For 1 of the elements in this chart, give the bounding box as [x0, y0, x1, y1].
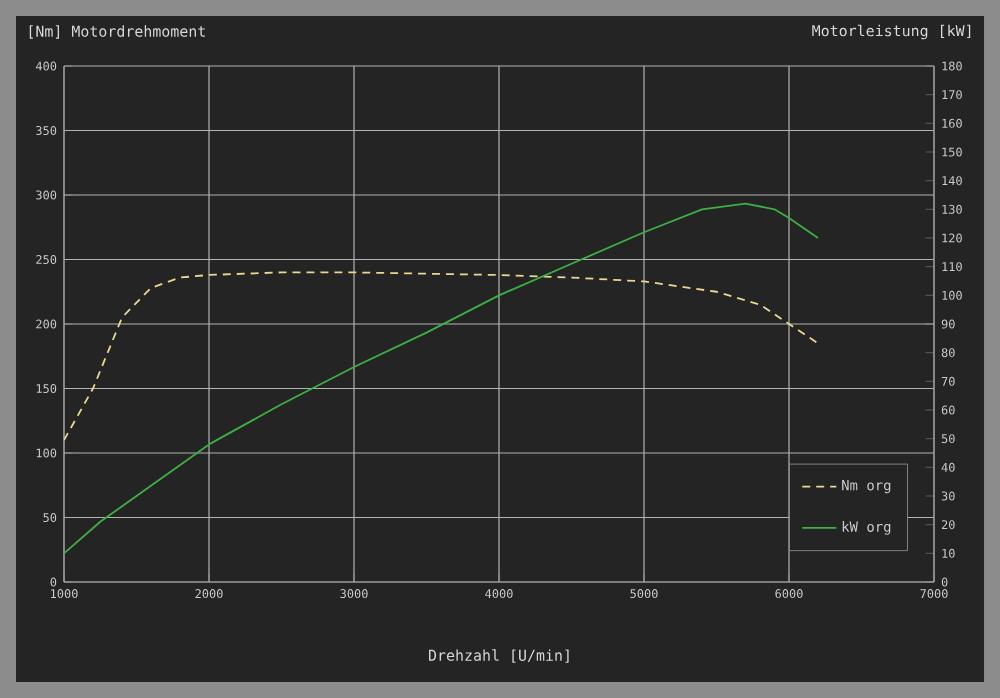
line-series	[64, 202, 819, 555]
